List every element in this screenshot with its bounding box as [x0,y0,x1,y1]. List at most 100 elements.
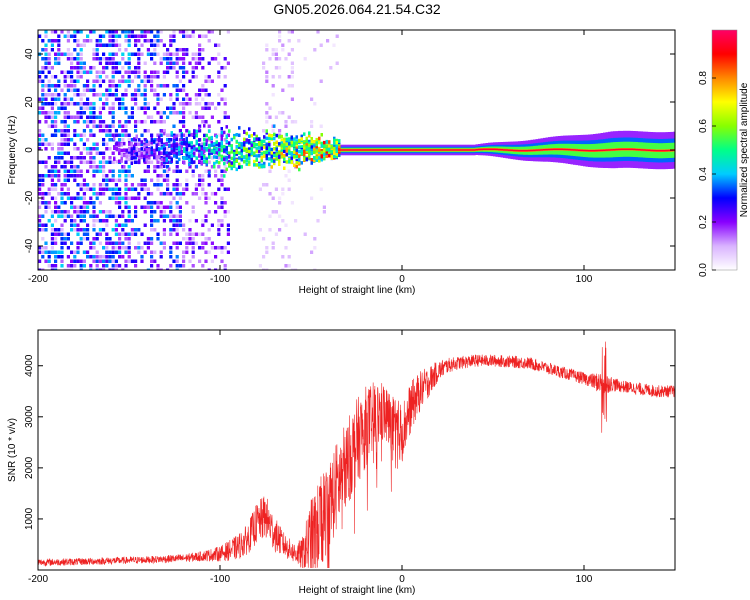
spectrogram-cell [134,214,138,218]
spectrogram-cell [121,57,125,61]
spectrogram-cell [98,34,102,38]
spectrogram-cell [92,201,96,205]
spectrogram-cell [111,151,115,155]
spectrogram-signal-cell [135,146,138,151]
spectrogram-cell [271,84,275,88]
spectrogram-cell [63,178,67,182]
spectrogram-cell [185,201,189,205]
spectrogram-cell [166,52,170,56]
spectrogram-cell [41,111,45,115]
spectrogram-cell [108,255,112,259]
spectrogram-signal-cell [258,154,261,158]
spectrogram-cell [290,70,294,74]
spectrogram-cell [92,205,96,209]
spectrogram-cell [38,138,42,142]
spectrogram-signal-cell [230,161,233,165]
spectrogram-cell [63,142,67,146]
spectrogram-cell [210,241,214,245]
spectrogram-cell [130,138,134,142]
spectrogram-signal-cell [318,140,321,145]
spectrogram-signal-cell [248,149,251,154]
spectrogram-band-cell [470,149,474,151]
spectrogram-signal-cell [325,147,328,152]
spectrogram-cell [191,30,195,34]
spectrogram-cell [57,147,61,151]
spectrogram-cell [146,169,150,173]
spectrogram-cell [198,178,202,182]
spectrogram-signal-cell [248,139,251,143]
spectrogram-cell [188,102,192,106]
spectrogram-signal-cell [120,152,123,157]
x-tick-label: -200 [28,574,48,585]
spectrogram-signal-cell [310,145,313,149]
spectrogram-cell [76,88,80,92]
spectrogram-cell [175,264,179,268]
spectrogram-cell [86,255,90,259]
spectrogram-cell [121,169,125,173]
spectrogram-signal-cell [193,135,196,140]
spectrogram-cell [191,237,195,241]
spectrogram-cell [118,124,122,128]
spectrogram-cell [146,52,150,56]
spectrogram-band-cell [433,149,436,151]
spectrogram-cell [271,210,275,214]
spectrogram-cell [127,259,131,263]
spectrogram-cell [207,61,211,65]
spectrogram-cell [143,61,147,65]
spectrogram-cell [95,48,99,52]
spectrogram-cell [70,201,74,205]
spectrogram-signal-cell [303,152,306,157]
spectrogram-cell [47,192,51,196]
spectrogram-signal-cell [323,148,326,153]
spectrogram-cell [114,232,118,236]
spectrogram-cell [118,102,122,106]
spectrogram-signal-cell [255,154,258,158]
spectrogram-cell [70,61,74,65]
spectrogram-signal-cell [315,158,318,162]
spectrogram-cell [38,201,42,205]
spectrogram-band-cell [653,149,656,152]
spectrogram-signal-cell [280,149,283,153]
spectrogram-cell [127,214,131,218]
spectrogram-cell [70,52,74,56]
spectrogram-signal-cell [213,145,216,149]
spectrogram-signal-cell [128,147,131,152]
spectrogram-cell [44,142,48,146]
spectrogram-cell [89,30,93,34]
spectrogram-cell [178,214,182,218]
spectrogram-signal-cell [270,159,273,163]
spectrogram-cell [114,88,118,92]
spectrogram-cell [175,183,179,187]
spectrogram-cell [162,111,166,115]
spectrogram-cell [124,259,128,263]
spectrogram-cell [166,70,170,74]
colorbar-ticks: 0.00.20.40.60.8 [698,71,716,277]
spectrogram-cell [182,52,186,56]
spectrogram-signal-cell [268,157,271,161]
spectrogram-cell [54,120,58,124]
spectrogram-cell [214,201,218,205]
spectrogram-cell [73,178,77,182]
spectrogram-signal-cell [328,144,331,148]
spectrogram-signal-cell [208,155,211,159]
spectrogram-cell [54,165,58,169]
y-tick-label: 20 [24,96,35,108]
spectrogram-cell [159,255,163,259]
spectrogram-cell [140,52,144,56]
spectrogram-cell [143,70,147,74]
spectrogram-signal-cell [268,133,271,137]
spectrogram-cell [92,214,96,218]
spectrogram-signal-cell [205,159,208,164]
colorbar-tick-label: 0.6 [698,119,709,133]
spectrogram-signal-cell [228,141,231,145]
spectrogram-signal-cell [265,131,268,135]
spectrogram-cell [150,192,154,196]
spectrogram-cell [73,102,77,106]
spectrogram-signal-cell [278,135,281,139]
spectrogram-cell [156,174,160,178]
spectrogram-signal-cell [143,144,146,149]
spectrogram-cell [143,84,147,88]
spectrogram-cell [159,30,163,34]
spectrogram-band-cell [378,149,381,151]
spectrogram-cell [102,106,106,110]
